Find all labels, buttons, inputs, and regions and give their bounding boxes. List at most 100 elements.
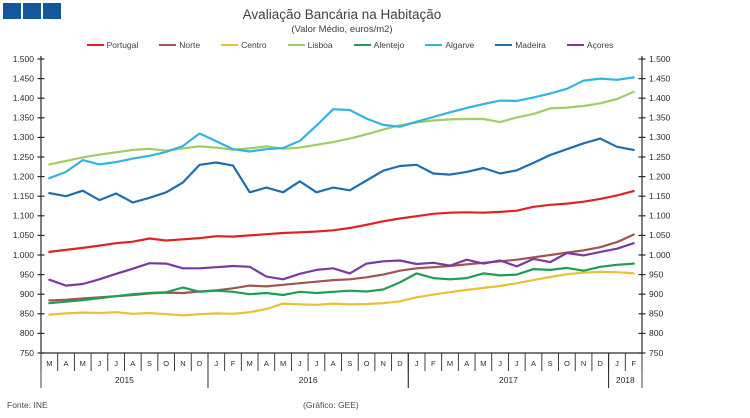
legend-item-norte: Norte [159,40,200,50]
y-tick-label-right: 1.450 [649,73,671,83]
x-month-label: A [464,359,469,368]
x-month-label: J [615,359,619,368]
legend-item-algarve: Algarve [425,40,474,50]
x-month-label: O [163,359,169,368]
y-tick-label-left: 1.150 [13,191,35,201]
series-line-lisboa [48,90,635,166]
chart-title: Avaliação Bancária na Habitação [242,7,442,22]
legend-item-portugal: Portugal [86,40,139,50]
y-tick-label-right: 800 [649,328,663,338]
x-month-label: D [598,359,604,368]
x-month-label: J [515,359,519,368]
y-tick-label-left: 1.100 [13,211,35,221]
legend-label: Lisboa [307,40,333,50]
y-tick-label-right: 1.200 [649,171,671,181]
y-tick-label-left: 900 [20,289,34,299]
x-month-label: F [631,359,636,368]
x-month-label: J [114,359,118,368]
y-tick-label-left: 1.300 [13,132,35,142]
y-tick-label-left: 750 [20,348,34,358]
y-tick-label-right: 1.300 [649,132,671,142]
x-month-label: J [315,359,319,368]
legend-label: Portugal [106,40,139,50]
legend-item-açores: Açores [566,40,614,50]
legend-swatch [86,43,104,47]
x-month-label: S [347,359,352,368]
x-month-label: J [298,359,302,368]
series-line-portugal [48,190,635,253]
y-tick-label-left: 1.500 [13,54,35,64]
legend-swatch [566,43,584,47]
chart-subtitle: (Valor Médio, euros/m2) [291,24,393,35]
legend-label: Norte [179,40,201,50]
legend-label: Algarve [445,40,475,50]
x-month-label: M [247,359,253,368]
y-tick-label-right: 950 [649,269,663,279]
x-year-label: 2015 [115,375,134,385]
y-tick-label-right: 1.500 [649,54,671,64]
legend-swatch [495,43,513,47]
legend-swatch [159,43,177,47]
logo-square [23,3,41,19]
x-month-label: M [447,359,453,368]
y-tick-label-left: 1.050 [13,230,35,240]
x-month-label: S [147,359,152,368]
y-tick-label-left: 800 [20,328,34,338]
x-month-label: A [331,359,336,368]
x-month-label: A [64,359,69,368]
y-tick-label-left: 1.250 [13,152,35,162]
x-month-label: M [280,359,286,368]
x-month-label: J [498,359,502,368]
logo-square [3,3,21,19]
chart-legend: Portugal Norte Centro Lisboa Alentejo Algarve… [30,40,670,50]
x-month-label: J [415,359,419,368]
x-month-label: A [130,359,135,368]
x-month-label: S [548,359,553,368]
legend-swatch [221,43,239,47]
y-tick-label-right: 1.100 [649,211,671,221]
legend-item-lisboa: Lisboa [287,40,333,50]
y-tick-label-right: 1.000 [649,250,671,260]
legend-item-centro: Centro [221,40,267,50]
y-tick-label-right: 1.150 [649,191,671,201]
x-year-label: 2016 [299,375,318,385]
x-month-label: N [180,359,185,368]
x-month-label: F [231,359,236,368]
x-month-label: M [480,359,486,368]
legend-swatch [353,43,371,47]
x-month-label: D [197,359,203,368]
series-line-algarve [48,76,635,180]
legend-label: Alentejo [373,40,405,50]
x-year-label: 2017 [499,375,518,385]
y-tick-label-left: 1.000 [13,250,35,260]
legend-label: Centro [241,40,267,50]
y-tick-label-left: 1.450 [13,73,35,83]
y-tick-label-right: 1.400 [649,93,671,103]
y-tick-label-left: 1.200 [13,171,35,181]
x-month-label: M [46,359,52,368]
x-month-label: F [431,359,436,368]
legend-swatch [425,43,443,47]
y-tick-label-left: 850 [20,309,34,319]
x-year-label: 2018 [616,375,635,385]
x-month-label: J [98,359,102,368]
series-line-alentejo [48,262,635,305]
y-tick-label-left: 1.400 [13,93,35,103]
x-month-label: O [564,359,570,368]
y-tick-label-right: 1.350 [649,113,671,123]
legend-item-madeira: Madeira [495,40,546,50]
legend-label: Açores [586,40,614,50]
series-line-açores [48,242,635,287]
legend-swatch [287,43,305,47]
x-month-label: D [397,359,403,368]
y-tick-label-left: 950 [20,269,34,279]
series-line-centro [48,270,635,317]
x-month-label: O [364,359,370,368]
credit-note: (Gráfico: GEE) [303,400,359,410]
x-month-label: M [80,359,86,368]
gee-logo [3,3,61,19]
y-tick-label-right: 900 [649,289,663,299]
